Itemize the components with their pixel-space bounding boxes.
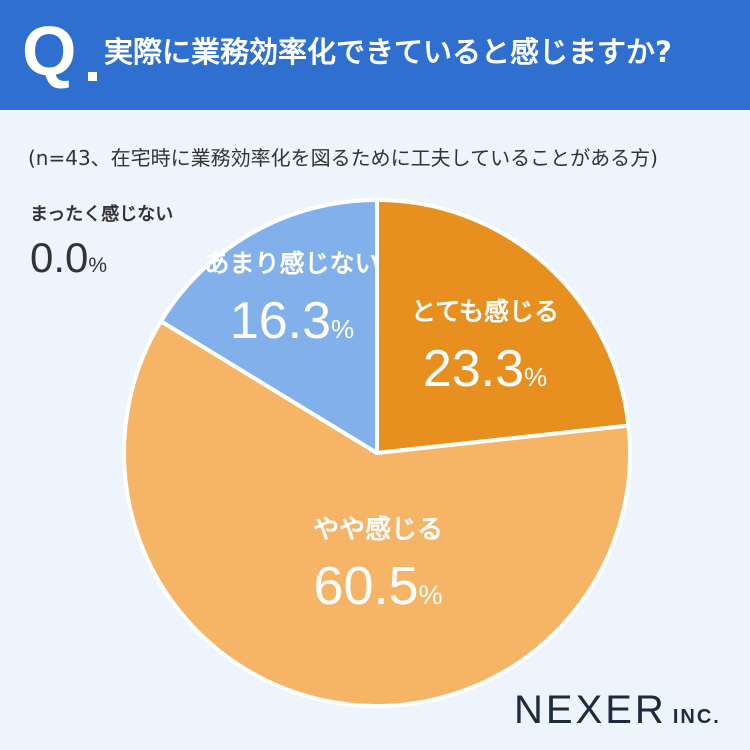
- brand-suffix: INC.: [672, 706, 721, 728]
- q-mark: Q: [22, 12, 77, 90]
- slice-label-1: やや感じる: [313, 515, 443, 545]
- pie-slice-2: [159, 198, 379, 455]
- slice-value-2: 16.3%: [230, 292, 354, 350]
- pie-slice-0: [375, 198, 631, 455]
- slice-label-0: とても感じる: [411, 297, 559, 326]
- brand-name: NEXER: [514, 688, 667, 732]
- slice-value-1: 60.5%: [313, 556, 442, 616]
- sample-note: (n=43、在宅時に業務効率化を図るために工夫していることがある方): [28, 146, 658, 170]
- question-header: Q 実際に業務効率化できていると感じますか?: [0, 0, 750, 110]
- slice-value-3: 0.0%: [30, 234, 107, 281]
- slice-label-2: あまり感じない: [204, 249, 379, 278]
- slice-value-0: 23.3%: [423, 340, 547, 398]
- pie-slice-1: [122, 319, 632, 708]
- q-dot-decoration: [88, 72, 97, 81]
- slice-label-3: まったく感じない: [30, 203, 173, 225]
- question-title: 実際に業務効率化できていると感じますか?: [104, 35, 672, 69]
- nexer-logo: NEXER INC.: [514, 688, 721, 733]
